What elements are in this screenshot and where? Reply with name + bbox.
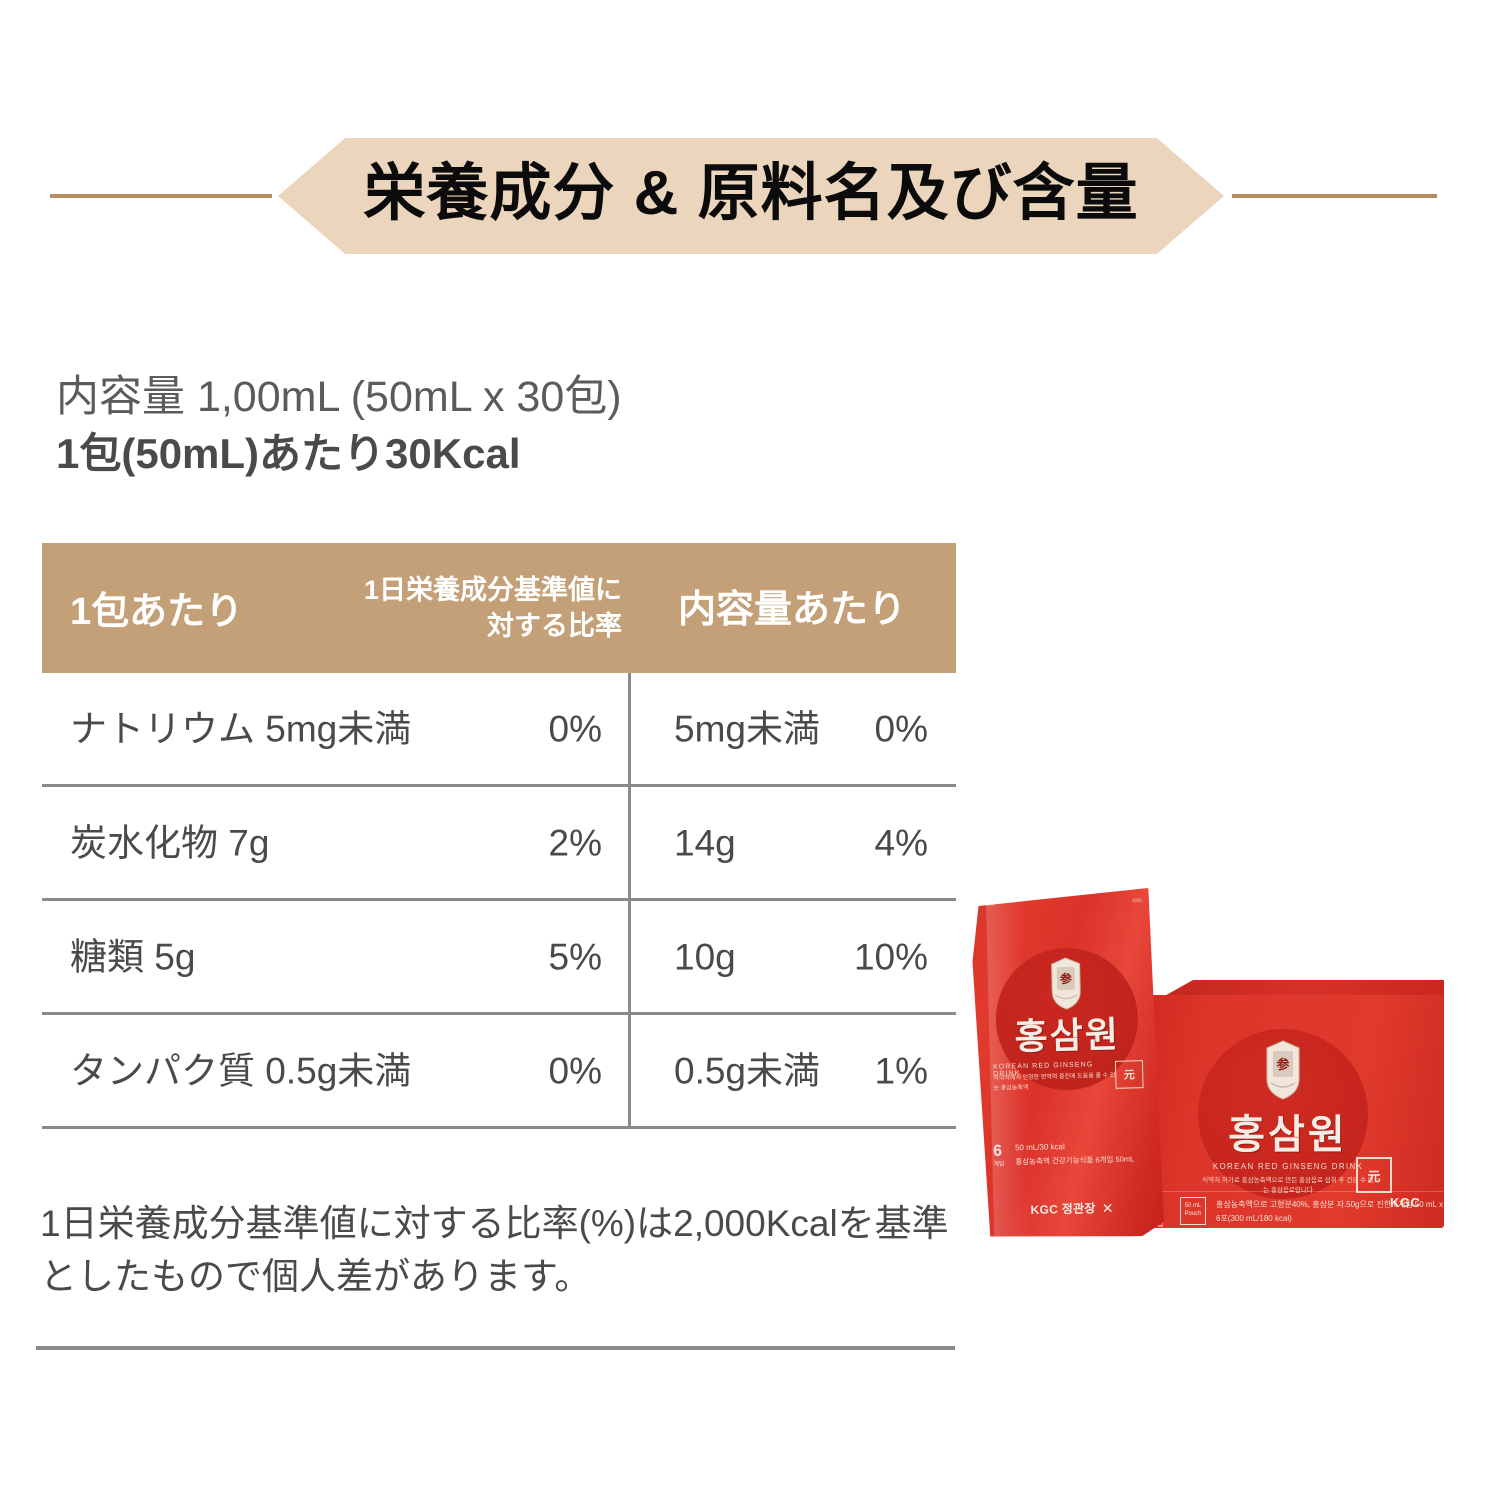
- nutrition-table-body: ナトリウム 5mg未満 0% 5mg未満 0% 炭水化物 7g 2% 14g 4…: [42, 673, 956, 1129]
- product-pouch: 参 홍삼원 KOREAN RED GINSENG DRINK 식약처에서 인정한…: [971, 888, 1164, 1240]
- svg-text:参: 参: [1276, 1057, 1290, 1072]
- box-pouch-badge: 50 mL Pouch: [1180, 1197, 1206, 1225]
- box-divider-line: [1138, 1191, 1444, 1192]
- box-brand-name: 홍삼원: [1228, 1112, 1348, 1157]
- cell-pack-percent: 0%: [548, 708, 602, 749]
- cell-nutrient-name: タンパク質 0.5g未満: [70, 1050, 412, 1091]
- cell-nutrient-name: 糖類 5g: [70, 936, 196, 977]
- box-description-text: 홍삼농축액으로 고형분40%, 홍삼분 자.50g으로 진한 6개입 50 mL…: [1216, 1200, 1443, 1223]
- volume-per-pack-calories: 1包(50mL)あたり30Kcal: [56, 429, 521, 477]
- cell-pack-percent: 2%: [548, 822, 602, 863]
- pouch-description-text: 홍삼농축액 건강기능식품 6개입 50mL: [1015, 1154, 1135, 1167]
- cell-total-percent: 1%: [874, 1050, 928, 1091]
- pouch-tear-notch-left: [985, 902, 995, 906]
- pouch-brand-mark-text: KGC 정관장: [1030, 1201, 1096, 1217]
- pouch-volume-text: 50 mL/30 kcal: [1014, 1142, 1065, 1153]
- table-row: 糖類 5g 5% 10g 10%: [42, 901, 956, 1015]
- cell-total-percent: 10%: [853, 936, 928, 977]
- box-brand-mark: KGC: [1390, 1195, 1421, 1210]
- pouch-pack-count-number: 6: [992, 1142, 1003, 1160]
- banner-rule-right: [1232, 194, 1437, 198]
- column-header-per-pack: 1包あたり: [70, 591, 244, 633]
- page-title: 栄養成分 & 原料名及び含量: [363, 159, 1139, 228]
- jung-kwan-jang-emblem-icon: 参: [1044, 956, 1087, 1012]
- daily-value-footnote: 1日栄養成分基準値に対する比率(%)は2,000Kcalを基準としたもので個人差…: [40, 1203, 949, 1297]
- banner-hexagon: 栄養成分 & 原料名及び含量: [278, 138, 1224, 254]
- cell-total-amount: 0.5g未満: [674, 1050, 821, 1091]
- nutrition-table-header: 1包あたり 1日栄養成分基準値に 対する比率 内容量あたり: [42, 543, 956, 673]
- cell-total-percent: 0%: [874, 708, 928, 749]
- pouch-seal-stamp: 元: [1115, 1060, 1144, 1089]
- pouch-brand-name: 홍삼원: [1014, 1014, 1121, 1058]
- nutrition-table: 1包あたり 1日栄養成分基準値に 対する比率 内容量あたり ナトリウム 5mg未…: [42, 543, 956, 1129]
- column-header-daily-ratio-line2: 対する比率: [487, 610, 622, 641]
- cell-pack-percent: 0%: [548, 1050, 602, 1091]
- table-row: ナトリウム 5mg未満 0% 5mg未満 0%: [42, 673, 956, 787]
- jung-kwan-jang-emblem-icon: 参: [1259, 1039, 1307, 1101]
- box-seal-stamp: 元: [1356, 1157, 1392, 1193]
- table-vertical-divider: [628, 673, 631, 1129]
- box-front-panel: 参 홍삼원 KOREAN RED GINSENG DRINK 식약처 허가로 홍…: [1138, 995, 1444, 1228]
- table-row: タンパク質 0.5g未満 0% 0.5g未満 1%: [42, 1015, 956, 1129]
- product-photo: 参 홍삼원 KOREAN RED GINSENG DRINK 식약처 허가로 홍…: [955, 880, 1445, 1310]
- kgc-logo-icon: ✕: [1101, 1199, 1114, 1217]
- pouch-korean-subtext: 식약처에서 인정한 면역력 증진에 도움을 줄 수 있는 홍삼농축액: [993, 1072, 1116, 1092]
- cell-nutrient-name: 炭水化物 7g: [70, 822, 270, 863]
- bottom-divider: [36, 1346, 955, 1350]
- cell-total-amount: 5mg未満: [674, 708, 820, 749]
- column-header-per-total: 内容量あたり: [678, 589, 907, 631]
- pouch-pack-count: 6 개입: [993, 1144, 1005, 1168]
- cell-nutrient-name: ナトリウム 5mg未満: [70, 708, 412, 749]
- box-english-name: KOREAN RED GINSENG DRINK: [1212, 1162, 1364, 1171]
- product-box: 参 홍삼원 KOREAN RED GINSENG DRINK 식약처 허가로 홍…: [1121, 980, 1444, 1230]
- pouch-tear-notch-right: [1132, 898, 1142, 902]
- volume-info: 内容量 1,00mL (50mL x 30包) 1包(50mL)あたり30Kca…: [56, 370, 956, 483]
- page-header-banner: 栄養成分 & 原料名及び含量: [0, 138, 1500, 256]
- table-row: 炭水化物 7g 2% 14g 4%: [42, 787, 956, 901]
- cell-total-percent: 4%: [874, 822, 928, 863]
- banner-rule-left: [50, 194, 272, 198]
- volume-total-text: 内容量 1,00mL (50mL x 30包): [56, 373, 622, 421]
- cell-total-amount: 10g: [674, 936, 736, 977]
- svg-text:参: 参: [1060, 971, 1073, 986]
- cell-pack-percent: 5%: [548, 936, 602, 977]
- pouch-pack-count-unit: 개입: [993, 1161, 1005, 1168]
- box-korean-subtext: 식약처 허가로 홍삼농축액으로 만든 홍삼음료 섭취 후 건강 수 있는 홍삼음…: [1202, 1177, 1374, 1194]
- column-header-daily-ratio-line1: 1日栄養成分基準値に: [363, 575, 622, 605]
- pouch-brand-mark: KGC 정관장 ✕: [1030, 1199, 1114, 1218]
- cell-total-amount: 14g: [674, 822, 736, 863]
- column-header-daily-ratio: 1日栄養成分基準値に 対する比率: [297, 573, 622, 644]
